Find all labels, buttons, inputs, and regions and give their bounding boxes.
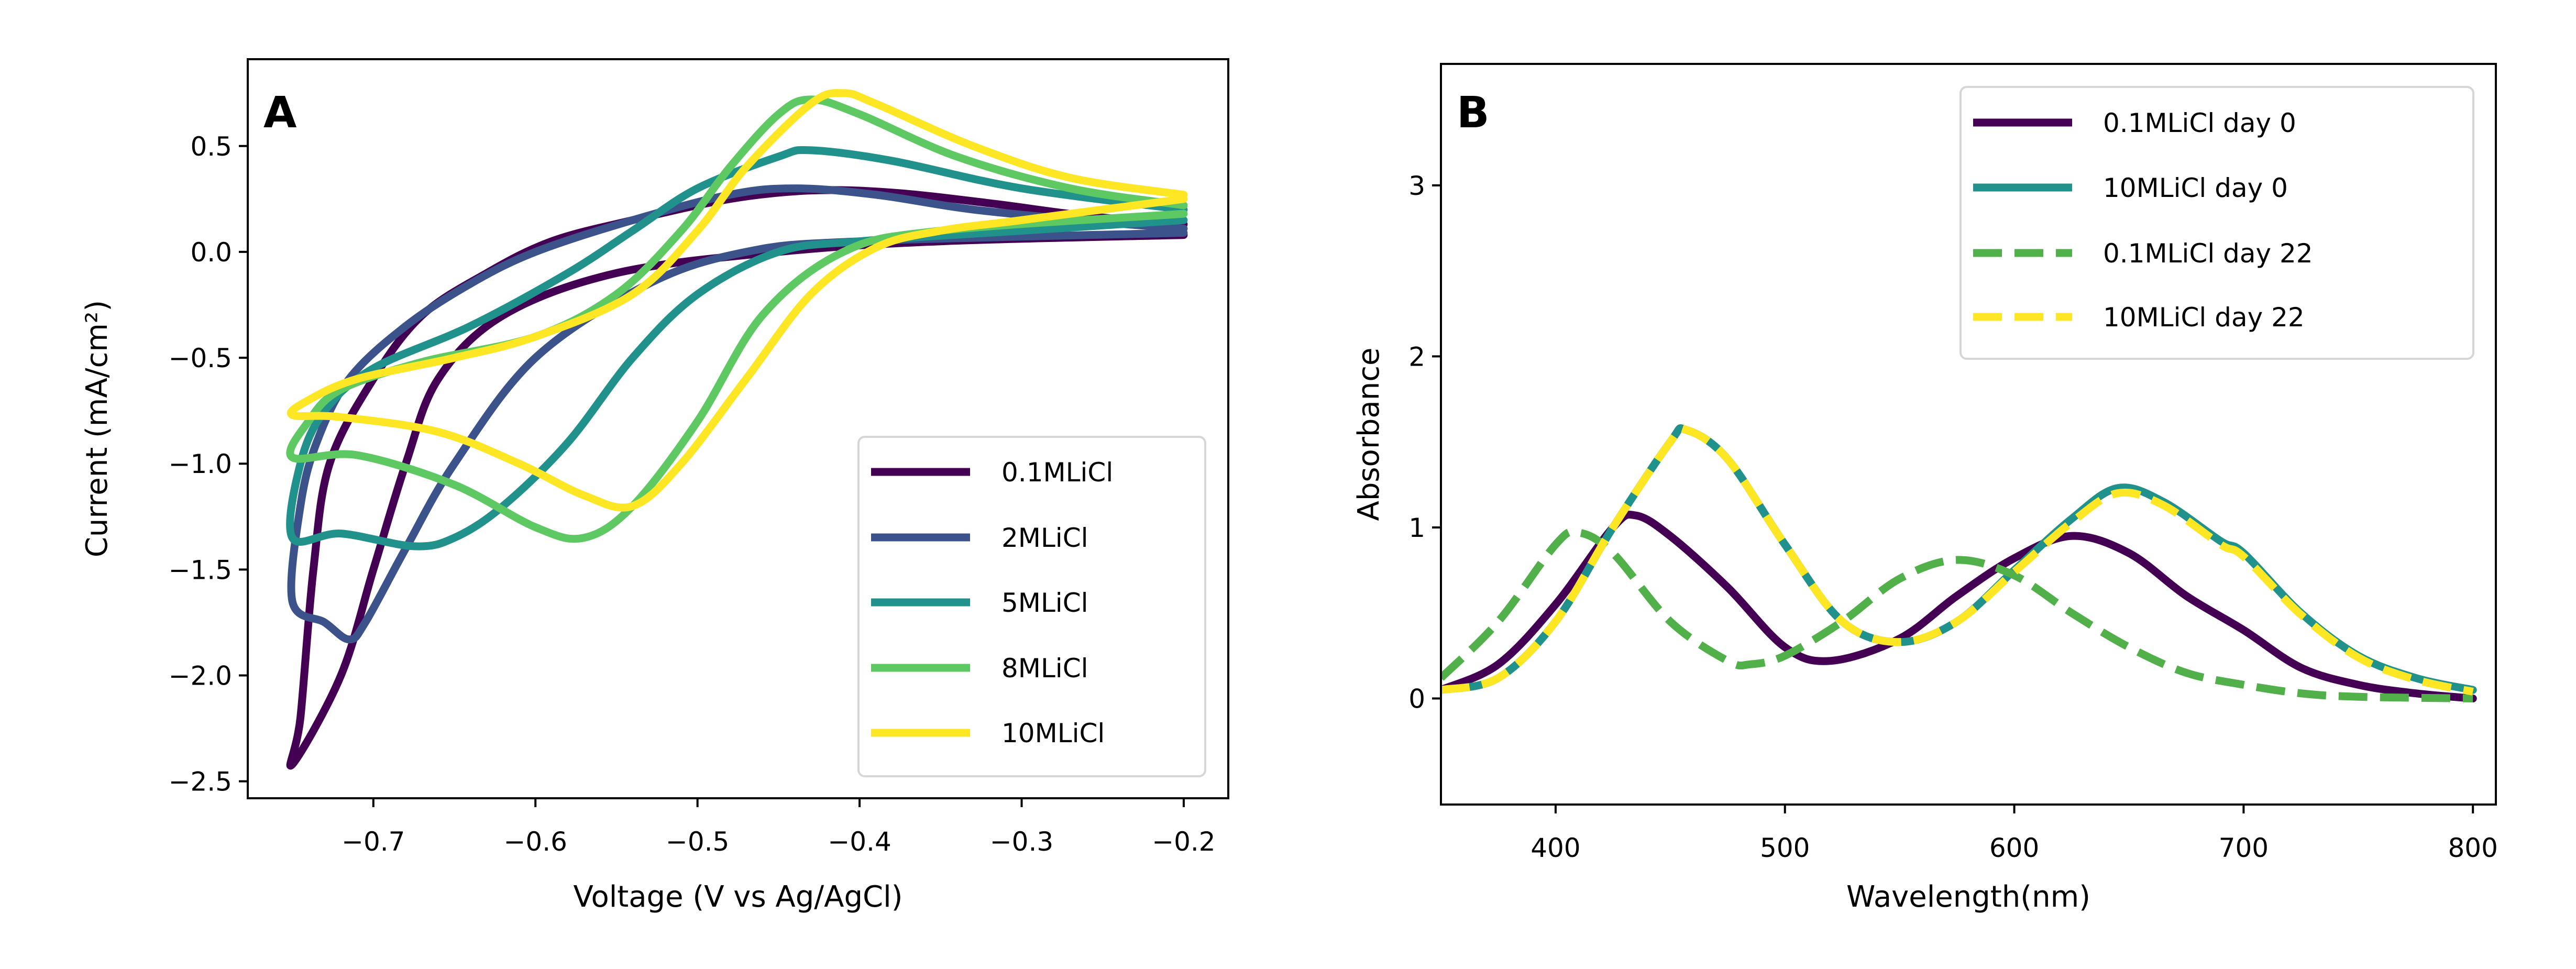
y-tick-label: 0 — [1408, 684, 1425, 714]
y-tick-label: 0.0 — [190, 237, 232, 268]
legend-box — [1959, 86, 2474, 360]
y-tick-label: 2 — [1408, 342, 1425, 372]
x-tick-label: −0.5 — [666, 827, 729, 857]
axes-frame — [247, 58, 1229, 799]
legend-label: 0.1MLiCl day 22 — [2103, 238, 2313, 269]
legend-label: 0.1MLiCl — [1001, 457, 1113, 488]
y-tick-label: −2.5 — [169, 767, 232, 797]
series-line-10MLiCl — [287, 89, 1188, 512]
y-tick-label: 0.5 — [190, 131, 232, 162]
x-tick-label: 600 — [1989, 833, 2039, 863]
panel-b-absorbance-chart: 400 500 600 700 800 0 1 2 3 Wavelength(nm) Absorba… — [1352, 63, 2498, 914]
x-tick-label: 500 — [1760, 833, 1810, 863]
y-tick-label: 3 — [1408, 171, 1425, 201]
x-tick-label: 400 — [1531, 833, 1580, 863]
x-axis-label: Voltage (V vs Ag/AgCl) — [573, 880, 902, 914]
panel-letter: A — [263, 88, 297, 138]
y-tick-label: −2.0 — [169, 661, 232, 691]
x-tick-label: 800 — [2448, 833, 2497, 863]
series-group — [286, 89, 1188, 770]
x-tick-label: −0.7 — [342, 827, 405, 857]
y-axis-label: Current (mA/cm²) — [80, 300, 114, 557]
x-tick-label: −0.3 — [990, 827, 1053, 857]
x-tick-label: −0.4 — [828, 827, 891, 857]
legend-label: 10MLiCl day 0 — [2103, 173, 2288, 203]
y-axis-label: Absorbance — [1352, 348, 1386, 521]
y-tick-label: −1.0 — [169, 449, 232, 479]
legend-box — [857, 436, 1206, 777]
y-tick-label: −0.5 — [169, 343, 232, 373]
legend-label: 2MLiCl — [1001, 523, 1088, 553]
legend-label: 5MLiCl — [1001, 588, 1088, 618]
x-axis-label: Wavelength(nm) — [1846, 880, 2090, 914]
axes-frame — [1440, 63, 2497, 806]
legend-label: 8MLiCl — [1001, 653, 1088, 684]
panel-a-cv-chart: −0.7 −0.6 −0.5 −0.4 −0.3 −0.2 0.5 0.0 −0.5 −1.0 −1… — [80, 58, 1229, 914]
series-line-5MLiCl — [286, 146, 1188, 550]
legend-label: 0.1MLiCl day 0 — [2103, 108, 2296, 138]
x-tick-label: 700 — [2219, 833, 2269, 863]
series-group — [1441, 424, 2477, 703]
panel-letter: B — [1457, 88, 1490, 138]
x-tick-label: −0.6 — [504, 827, 567, 857]
series-line-0p1MLiCl-day-22 — [1441, 527, 2473, 703]
legend-label: 10MLiCl — [1001, 718, 1105, 748]
series-line-10MLiCl-day-22 — [1441, 424, 2474, 696]
legend: 0.1MLiCl 2MLiCl 5MLiCl 8MLiCl 10MLiCl — [857, 436, 1206, 777]
y-tick-label: 1 — [1408, 513, 1425, 543]
x-tick-label: −0.2 — [1152, 827, 1215, 857]
legend-label: 10MLiCl day 22 — [2103, 302, 2305, 333]
legend: 0.1MLiCl day 0 10MLiCl day 0 0.1MLiCl day … — [1959, 86, 2474, 360]
y-tick-label: −1.5 — [169, 555, 232, 585]
